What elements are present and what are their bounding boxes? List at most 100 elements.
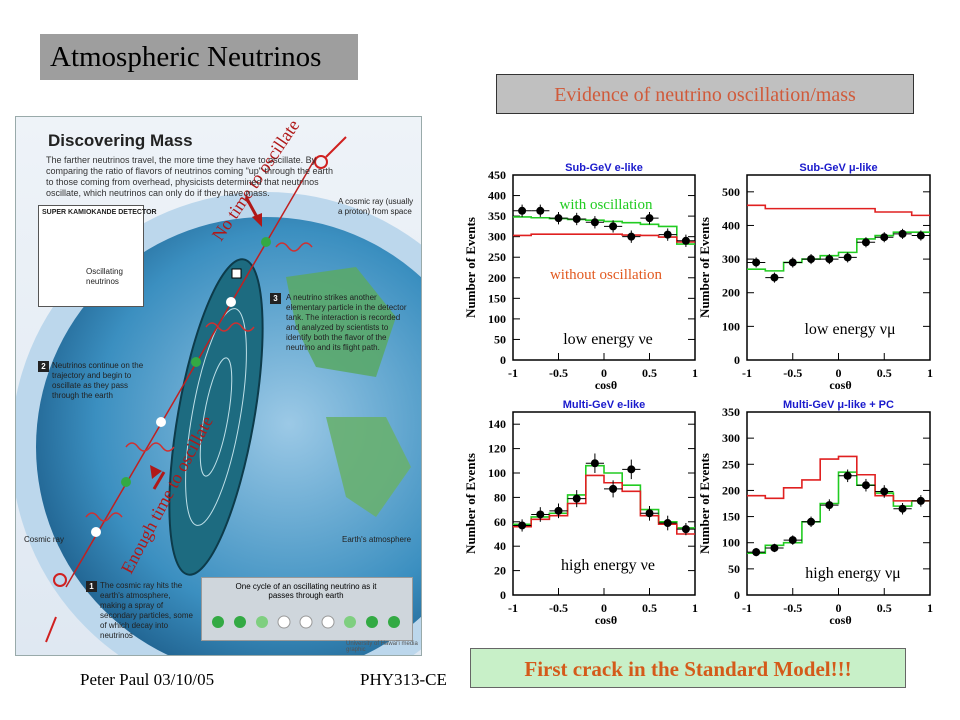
credit-label: University of Hawai'i media graphic	[346, 641, 418, 653]
step-2-number: 2	[38, 361, 49, 372]
y-axis-label: Number of Events	[697, 453, 712, 554]
cosmic-ray-top-label: A cosmic ray (usually a proton) from spa…	[338, 197, 414, 216]
x-tick-label: 1	[692, 366, 698, 380]
y-tick-label: 100	[488, 466, 506, 480]
data-point	[916, 231, 925, 240]
y-tick-label: 40	[494, 539, 506, 553]
data-point	[572, 494, 581, 503]
data-point	[752, 548, 761, 557]
step-3-number: 3	[270, 293, 281, 304]
step-2-text: Neutrinos continue on the trajectory and…	[52, 361, 144, 400]
atmosphere-label: Earth's atmosphere	[342, 535, 412, 544]
x-axis-label: cosθ	[829, 613, 851, 627]
data-point	[518, 206, 527, 215]
cosmic-ray-bottom-label: Cosmic ray	[24, 535, 65, 544]
neutrino-trajectory	[65, 156, 317, 588]
x-tick-label: 0.5	[877, 601, 892, 615]
data-point	[770, 273, 779, 282]
data-point	[788, 258, 797, 267]
y-tick-label: 300	[488, 230, 506, 244]
y-tick-label: 400	[488, 189, 506, 203]
x-tick-label: -1	[742, 366, 752, 380]
data-point	[536, 206, 545, 215]
energy-annotation: high energy νe	[561, 557, 655, 574]
data-point	[645, 214, 654, 223]
x-axis-label: cosθ	[595, 378, 617, 392]
standard-model-banner: First crack in the Standard Model!!!	[470, 648, 906, 688]
detector-label: SUPER KAMIOKANDE DETECTOR	[42, 209, 157, 216]
histogram-oscillation	[747, 471, 930, 554]
data-point	[898, 229, 907, 238]
data-point	[788, 536, 797, 545]
y-tick-label: 200	[722, 286, 740, 300]
oscillating-label: Oscillating neutrinos	[86, 267, 123, 286]
energy-annotation: low energy νe	[563, 331, 653, 348]
step-1-text: The cosmic ray hits the earth's atmosphe…	[100, 581, 193, 640]
data-point	[861, 481, 870, 490]
y-tick-label: 80	[494, 490, 506, 504]
step-3-text: A neutrino strikes another elementary pa…	[286, 293, 407, 352]
histogram-no-oscillation	[747, 204, 930, 217]
data-point	[880, 233, 889, 242]
earth-cross-section	[168, 258, 264, 576]
data-point	[627, 232, 636, 241]
neutrino-dot	[261, 237, 271, 247]
earth-illustration: No time to oscillate Enough time to osci…	[16, 117, 421, 655]
energy-annotation: high energy νμ	[805, 565, 901, 582]
x-axis-label: cosθ	[595, 613, 617, 627]
step-1-number: 1	[86, 581, 97, 592]
neutrino-dot	[156, 417, 166, 427]
neutrino-dot	[226, 297, 236, 307]
x-tick-label: 1	[927, 366, 933, 380]
cosmic-ray-hit-icon	[314, 155, 328, 169]
chart-panel-3: Multi-GeV e-like 0 20 40 60 80 100 120 140 -1 -0.5…	[463, 399, 698, 627]
data-point	[590, 218, 599, 227]
data-point	[916, 496, 925, 505]
y-tick-label: 350	[722, 405, 740, 419]
x-tick-label: -0.5	[783, 601, 802, 615]
y-tick-label: 300	[722, 252, 740, 266]
data-point	[536, 510, 545, 519]
oscillation-cycle-box	[201, 577, 413, 641]
data-point	[843, 471, 852, 480]
data-point	[663, 519, 672, 528]
footer-course: PHY313-CE	[360, 670, 447, 689]
chart-title: Multi-GeV μ-like + PC	[783, 399, 894, 411]
x-tick-label: -1	[742, 601, 752, 615]
x-tick-label: 0.5	[642, 601, 657, 615]
y-tick-label: 100	[722, 536, 740, 550]
footer-author: Peter Paul 03/10/05	[80, 670, 215, 689]
x-tick-label: 1	[692, 601, 698, 615]
data-point	[590, 459, 599, 468]
x-tick-label: -0.5	[549, 366, 568, 380]
y-tick-label: 250	[488, 250, 506, 264]
y-tick-label: 60	[494, 515, 506, 529]
chart-panel-4: Multi-GeV μ-like + PC 0 50 100 150 200 250 300 3…	[697, 399, 933, 627]
y-tick-label: 200	[722, 483, 740, 497]
data-point	[554, 214, 563, 223]
data-point	[663, 230, 672, 239]
histogram-no-oscillation	[747, 455, 930, 502]
y-tick-label: 500	[722, 185, 740, 199]
y-tick-label: 100	[488, 312, 506, 326]
data-point	[898, 504, 907, 513]
y-axis-label: Number of Events	[697, 217, 712, 318]
continent-shape	[326, 417, 411, 517]
data-point	[609, 484, 618, 493]
neutrino-dot	[121, 477, 131, 487]
y-tick-label: 150	[722, 510, 740, 524]
data-point	[518, 521, 527, 530]
data-point	[843, 253, 852, 262]
x-axis-label: cosθ	[829, 378, 851, 392]
y-tick-label: 350	[488, 209, 506, 223]
arrow-down-icon	[244, 196, 260, 220]
y-tick-label: 200	[488, 271, 506, 285]
x-tick-label: -0.5	[549, 601, 568, 615]
continent-shape	[286, 267, 396, 377]
data-point	[627, 465, 636, 474]
neutrino-dot	[191, 357, 201, 367]
data-point	[861, 238, 870, 247]
data-point	[681, 236, 690, 245]
data-point	[807, 517, 816, 526]
